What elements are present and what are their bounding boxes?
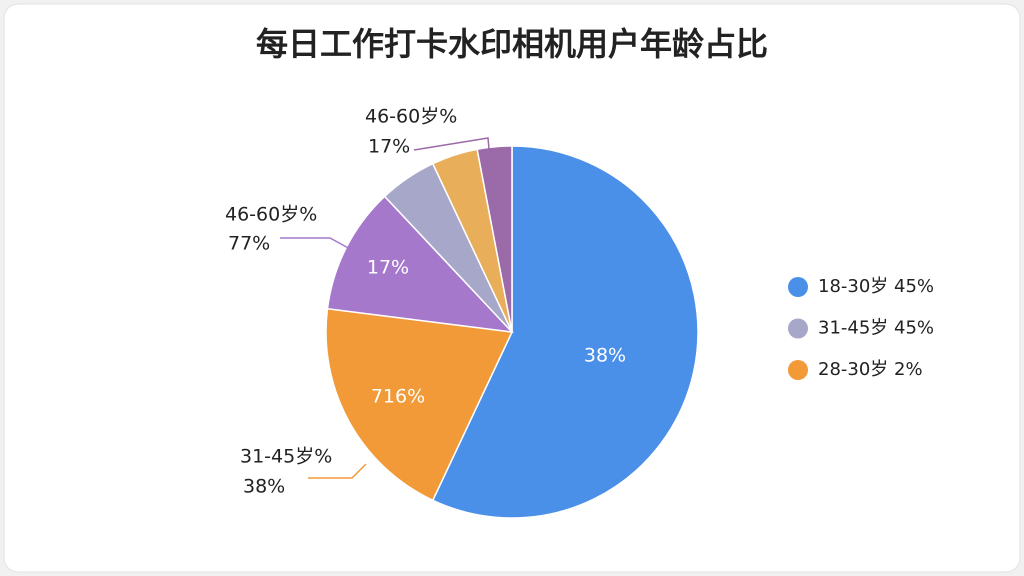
- leader-line: [413, 137, 491, 161]
- callout-label: 38%: [243, 476, 285, 498]
- callout-label: 46-60岁%: [365, 106, 457, 128]
- leader-line: [308, 463, 367, 479]
- legend-swatch: [788, 360, 808, 380]
- legend-label: 28-30岁 2%: [818, 359, 923, 380]
- pie-slice: [431, 145, 699, 519]
- legend-swatch: [788, 318, 808, 339]
- legend-label: 18-30岁 45%: [818, 276, 934, 297]
- pie-slice: [325, 307, 514, 502]
- slice-label: 38%: [584, 345, 626, 367]
- legend-label: 31-45岁 45%: [818, 318, 934, 339]
- pie-slice: [476, 145, 513, 333]
- chart-title: 每日工作打卡水印相机用户年龄占比: [256, 25, 768, 63]
- callout-label: 77%: [228, 233, 270, 255]
- slice-label: 17%: [367, 257, 409, 279]
- slice-label: 716%: [371, 386, 425, 408]
- callout-label: 46-60岁%: [225, 204, 317, 226]
- legend-swatch: [788, 277, 808, 297]
- callout-label: 31-45岁%: [240, 446, 332, 468]
- leader-line: [280, 237, 353, 251]
- callout-label: 17%: [368, 136, 410, 158]
